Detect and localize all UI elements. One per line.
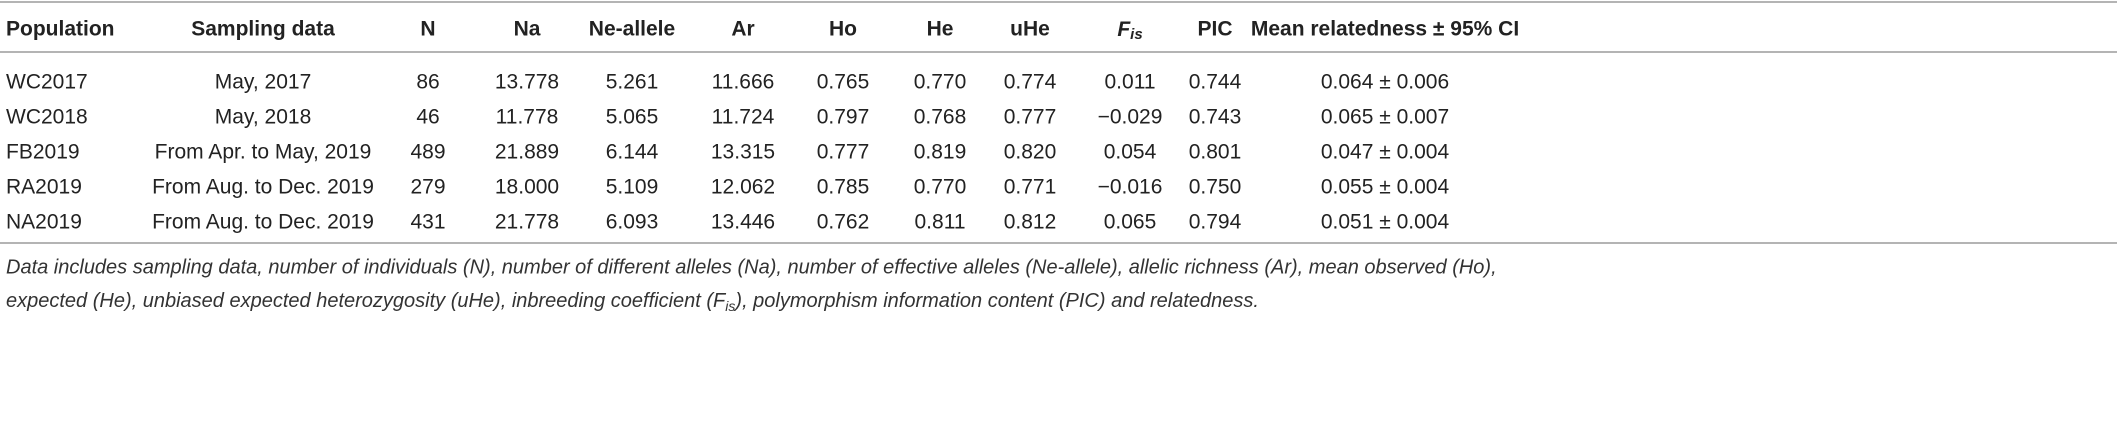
table-cell: 0.765 — [817, 71, 870, 94]
table-cell: May, 2017 — [215, 71, 312, 94]
table-cell: WC2018 — [6, 106, 88, 129]
table-cell: 0.812 — [1004, 211, 1057, 234]
column-header: uHe — [1010, 18, 1050, 41]
table-cell: 0.055 ± 0.004 — [1321, 176, 1450, 199]
table-cell: 0.064 ± 0.006 — [1321, 71, 1449, 94]
caption-text: ), polymorphism information content (PIC… — [733, 290, 1259, 312]
table-cell: 0.785 — [817, 176, 870, 199]
table-cell: 0.054 — [1104, 141, 1157, 164]
table-cell: 12.062 — [711, 176, 775, 199]
table-cell: 489 — [410, 141, 445, 164]
column-header: He — [927, 18, 954, 41]
table-cell: 0.770 — [914, 176, 967, 199]
column-header: Fis — [1117, 18, 1142, 43]
table-cell: WC2017 — [6, 71, 88, 94]
table-cell: 0.811 — [915, 211, 966, 234]
table-cell: FB2019 — [6, 141, 80, 164]
table-cell: 21.778 — [495, 211, 559, 234]
table-cell: 0.819 — [914, 141, 967, 164]
table-cell: 86 — [416, 71, 439, 94]
caption-line: expected (He), unbiased expected heteroz… — [6, 290, 1259, 313]
table-cell: RA2019 — [6, 176, 82, 199]
column-header: Mean relatedness ± 95% CI — [1251, 18, 1519, 41]
table-cell: 0.771 — [1004, 176, 1057, 199]
table-cell: 0.770 — [914, 71, 967, 94]
table-cell: 11.778 — [496, 106, 559, 129]
table-cell: 13.446 — [711, 211, 775, 234]
column-header: N — [420, 18, 435, 41]
header-text: F — [1117, 18, 1131, 41]
table-cell: 431 — [410, 211, 445, 234]
column-header: Ne-allele — [589, 18, 675, 41]
table-cell: 0.051 ± 0.004 — [1321, 211, 1450, 234]
table-cell: May, 2018 — [215, 106, 312, 129]
table-cell: 0.777 — [817, 141, 870, 164]
table-cell: 0.777 — [1004, 106, 1057, 129]
table-cell: 21.889 — [495, 141, 559, 164]
table-cell: 0.801 — [1189, 141, 1242, 164]
header-subscript: is — [1130, 26, 1143, 43]
caption-line: Data includes sampling data, number of i… — [6, 256, 1497, 278]
table-cell: 13.778 — [495, 71, 559, 94]
table-cell: 11.666 — [712, 71, 775, 94]
table-cell: 13.315 — [711, 141, 775, 164]
column-header: Ar — [731, 18, 754, 41]
table-cell: From Aug. to Dec. 2019 — [152, 211, 374, 234]
table-cell: −0.016 — [1098, 176, 1163, 199]
table-cell: 0.820 — [1004, 141, 1057, 164]
table-cell: 46 — [416, 106, 439, 129]
table-cell: 279 — [410, 176, 445, 199]
column-header: Na — [514, 18, 541, 41]
table-cell: 0.768 — [914, 106, 967, 129]
table-cell: 18.000 — [495, 176, 559, 199]
table-cell: 5.109 — [606, 176, 659, 199]
table-cell: 0.047 ± 0.004 — [1321, 141, 1450, 164]
table-cell: 0.065 ± 0.007 — [1321, 106, 1449, 129]
table-cell: −0.029 — [1098, 106, 1163, 129]
column-header: Population — [6, 18, 115, 41]
caption-subscript: is — [725, 298, 735, 314]
table-cell: 5.261 — [606, 71, 659, 94]
table-cell: 0.774 — [1004, 71, 1057, 94]
table-cell: 11.724 — [712, 106, 775, 129]
table-cell: From Aug. to Dec. 2019 — [152, 176, 374, 199]
table-cell: 0.011 — [1105, 71, 1156, 94]
table-cell: 5.065 — [606, 106, 659, 129]
table-cell: 0.743 — [1189, 106, 1242, 129]
table-cell: 6.093 — [606, 211, 659, 234]
table-cell: 0.762 — [817, 211, 870, 234]
table-cell: 0.750 — [1189, 176, 1242, 199]
column-header: Sampling data — [191, 18, 335, 41]
table-cell: From Apr. to May, 2019 — [155, 141, 372, 164]
column-header: PIC — [1197, 18, 1232, 41]
table-cell: NA2019 — [6, 211, 82, 234]
column-header: Ho — [829, 18, 857, 41]
table-cell: 0.794 — [1189, 211, 1242, 234]
caption-text: expected (He), unbiased expected heteroz… — [6, 290, 727, 312]
table-cell: 0.797 — [817, 106, 870, 129]
table-cell: 6.144 — [606, 141, 659, 164]
table-cell: 0.744 — [1189, 71, 1242, 94]
table-cell: 0.065 — [1104, 211, 1157, 234]
